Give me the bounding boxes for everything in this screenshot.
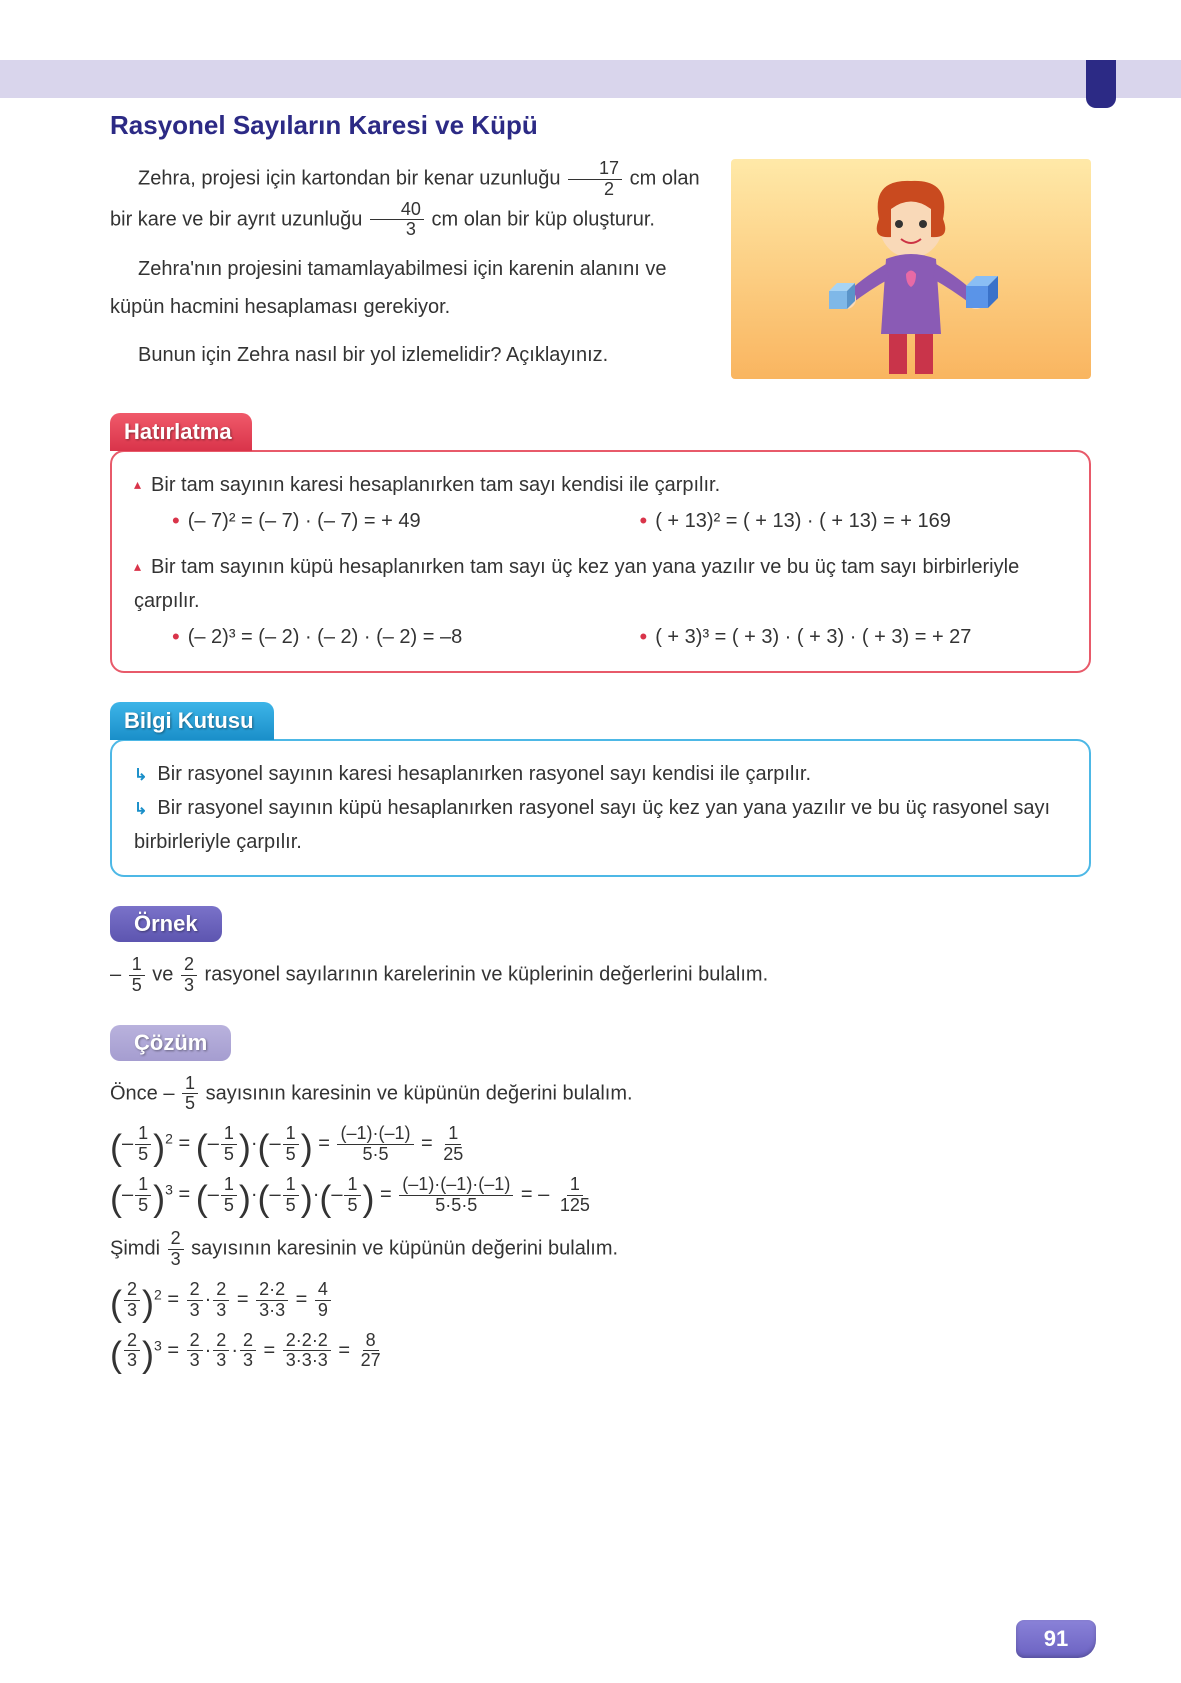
cozum-section: Çözüm Önce – 15 sayısının karesinin ve k… xyxy=(110,1024,1091,1372)
hat-line2: Bir tam sayının küpü hesaplanırken tam s… xyxy=(134,550,1067,618)
intro-p3: Bunun için Zehra nasıl bir yol izlemelid… xyxy=(110,336,711,374)
hatirlатma-panel: Bir tam sayının karesi hesaplanırken tam… xyxy=(110,450,1091,673)
intro-text: Zehra, projesi için kartondan bir kenar … xyxy=(110,159,711,384)
bilgi-section: Bilgi Kutusu Bir rasyonel sayının karesi… xyxy=(110,701,1091,877)
bilgi-panel: Bir rasyonel sayının karesi hesaplanırke… xyxy=(110,739,1091,877)
bilgi-b2: Bir rasyonel sayının küpü hesaplanırken … xyxy=(134,791,1067,859)
section-title: Rasyonel Sayıların Karesi ve Küpü xyxy=(110,110,1091,141)
cozum-label: Çözüm xyxy=(110,1025,231,1061)
hatirlатma-section: Hatırlatma Bir tam sayının karesi hesapl… xyxy=(110,412,1091,673)
hat-line1: Bir tam sayının karesi hesaplanırken tam… xyxy=(134,468,1067,502)
cozum-l2: Şimdi 23 sayısının karesinin ve küpünün … xyxy=(110,1229,1091,1270)
hat-eq2a: (– 2)³ = (– 2) · (– 2) · (– 2) = –8 xyxy=(172,618,600,655)
girl-illustration xyxy=(801,169,1021,379)
top-tab xyxy=(1086,60,1116,108)
hat-eq1b: ( + 13)² = ( + 13) · ( + 13) = + 169 xyxy=(640,502,1068,539)
eq-cb-2-3: (23)3 = 23·23·23 = 2·2·23·3·3 = 827 xyxy=(110,1331,1091,1372)
illustration-box xyxy=(731,159,1091,379)
hat-eq1a: (– 7)² = (– 7) · (– 7) = + 49 xyxy=(172,502,600,539)
intro-p2: Zehra'nın projesini tamamlayabilmesi içi… xyxy=(110,250,711,326)
fraction-17-2: 172 xyxy=(568,159,622,200)
top-bar xyxy=(0,60,1181,98)
ornek-section: Örnek – 15 ve 23 rasyonel sayılarının ka… xyxy=(110,905,1091,996)
intro-p1: Zehra, projesi için kartondan bir kenar … xyxy=(110,159,711,240)
intro-section: Zehra, projesi için kartondan bir kenar … xyxy=(110,159,1091,384)
eq-sq-1-5: (–15)2 = (–15)·(–15) = (–1)·(–1)5·5 = 12… xyxy=(110,1124,1091,1165)
eq-sq-2-3: (23)2 = 23·23 = 2·23·3 = 49 xyxy=(110,1280,1091,1321)
eq-cb-1-5: (–15)3 = (–15)·(–15)·(–15) = (–1)·(–1)·(… xyxy=(110,1175,1091,1216)
hatirlатma-label: Hatırlatma xyxy=(110,413,252,451)
ornek-label: Örnek xyxy=(110,906,222,942)
ornek-text: – 15 ve 23 rasyonel sayılarının kareleri… xyxy=(110,955,1091,996)
page-content: Rasyonel Sayıların Karesi ve Küpü Zehra,… xyxy=(110,110,1091,1623)
page-number: 91 xyxy=(1016,1620,1096,1658)
bilgi-label: Bilgi Kutusu xyxy=(110,702,274,740)
cozum-l1: Önce – 15 sayısının karesinin ve küpünün… xyxy=(110,1074,1091,1115)
hat-eq2b: ( + 3)³ = ( + 3) · ( + 3) · ( + 3) = + 2… xyxy=(640,618,1068,655)
bilgi-b1: Bir rasyonel sayının karesi hesaplanırke… xyxy=(134,757,1067,791)
fraction-40-3: 403 xyxy=(370,200,424,241)
